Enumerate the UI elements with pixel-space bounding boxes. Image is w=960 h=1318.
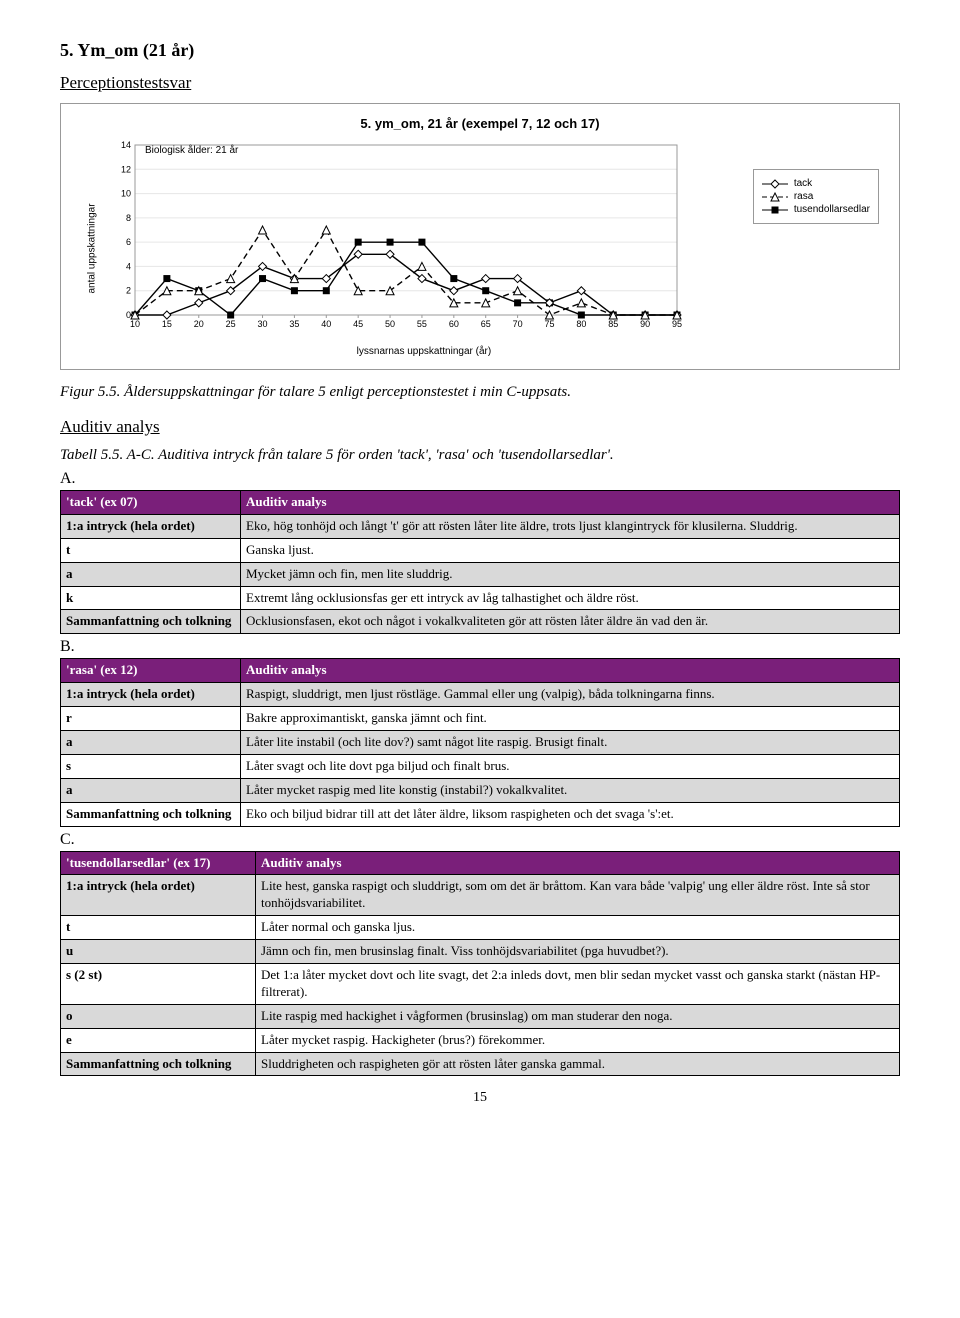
table-row-label: a [61,778,241,802]
table-header-cell: 'tack' (ex 07) [61,491,241,515]
svg-text:6: 6 [126,237,131,247]
table-header-cell: 'tusendollarsedlar' (ex 17) [61,851,256,875]
figure-caption: Figur 5.5. Åldersuppskattningar för tala… [60,384,900,401]
svg-text:15: 15 [162,319,172,329]
table-row-label: u [61,940,256,964]
chart-title: 5. ym_om, 21 år (exempel 7, 12 och 17) [81,116,879,131]
svg-text:65: 65 [481,319,491,329]
table-c: 'tusendollarsedlar' (ex 17)Auditiv analy… [60,851,900,1077]
legend-row-tack: tack [762,178,870,189]
table-row-label: 1:a intryck (hela ordet) [61,683,241,707]
legend-marker-tusen [762,205,788,215]
table-row-value: Eko, hög tonhöjd och långt 't' gör att r… [241,514,900,538]
legend-marker-rasa [762,192,788,202]
table-row-label: o [61,1004,256,1028]
table-row-label: Sammanfattning och tolkning [61,802,241,826]
svg-text:40: 40 [321,319,331,329]
table-row-value: Jämn och fin, men brusinslag finalt. Vis… [256,940,900,964]
table-row-label: t [61,916,256,940]
legend-label-rasa: rasa [794,191,813,202]
table-row-value: Låter lite instabil (och lite dov?) samt… [241,731,900,755]
svg-text:90: 90 [640,319,650,329]
table-row-label: r [61,707,241,731]
section-heading: 5. Ym_om (21 år) [60,40,900,61]
table-row-value: Låter mycket raspig. Hackigheter (brus?)… [256,1028,900,1052]
svg-text:25: 25 [226,319,236,329]
table-row-value: Extremt lång ocklusionsfas ger ett intry… [241,586,900,610]
table-caption: Tabell 5.5. A-C. Auditiva intryck från t… [60,447,900,464]
svg-text:8: 8 [126,213,131,223]
chart-ylabel-wrap: antal uppskattningar [81,139,103,357]
svg-text:10: 10 [130,319,140,329]
table-row-value: Sluddrigheten och raspigheten gör att rö… [256,1052,900,1076]
legend-row-rasa: rasa [762,191,870,202]
table-row-label: a [61,731,241,755]
table-row-value: Låter normal och ganska ljus. [256,916,900,940]
svg-text:14: 14 [121,140,131,150]
svg-text:70: 70 [513,319,523,329]
chart-bio-note: Biologisk ålder: 21 år [145,145,238,156]
table-row-label: 1:a intryck (hela ordet) [61,514,241,538]
svg-text:80: 80 [576,319,586,329]
table-row-value: Raspigt, sluddrigt, men ljust röstläge. … [241,683,900,707]
table-row-label: k [61,586,241,610]
table-row-value: Det 1:a låter mycket dovt och lite svagt… [256,964,900,1005]
chart-ylabel: antal uppskattningar [87,203,98,293]
auditiv-heading: Auditiv analys [60,417,900,437]
svg-text:85: 85 [608,319,618,329]
svg-text:2: 2 [126,286,131,296]
svg-text:95: 95 [672,319,682,329]
table-row-label: s [61,754,241,778]
chart-xlabel: lyssnarnas uppskattningar (år) [103,346,745,357]
table-b: 'rasa' (ex 12)Auditiv analys1:a intryck … [60,658,900,826]
table-header-cell: Auditiv analys [241,659,900,683]
svg-text:4: 4 [126,261,131,271]
chart-frame: 5. ym_om, 21 år (exempel 7, 12 och 17) a… [60,103,900,370]
table-row-value: Eko och biljud bidrar till att det låter… [241,802,900,826]
legend-label-tusen: tusendollarsedlar [794,204,870,215]
table-row-label: s (2 st) [61,964,256,1005]
table-row-value: Lite hest, ganska raspigt och sluddrigt,… [256,875,900,916]
table-row-value: Låter svagt och lite dovt pga biljud och… [241,754,900,778]
table-a-letter: A. [60,470,900,488]
svg-text:55: 55 [417,319,427,329]
svg-text:30: 30 [258,319,268,329]
svg-text:10: 10 [121,189,131,199]
table-row-label: t [61,538,241,562]
legend-marker-tack [762,179,788,189]
svg-text:20: 20 [194,319,204,329]
svg-text:12: 12 [121,164,131,174]
table-row-label: Sammanfattning och tolkning [61,1052,256,1076]
legend-row-tusen: tusendollarsedlar [762,204,870,215]
table-header-cell: Auditiv analys [256,851,900,875]
table-row-label: 1:a intryck (hela ordet) [61,875,256,916]
table-row-value: Mycket jämn och fin, men lite sluddrig. [241,562,900,586]
svg-text:45: 45 [353,319,363,329]
table-header-cell: Auditiv analys [241,491,900,515]
svg-text:60: 60 [449,319,459,329]
chart-svg: 0246810121410152025303540455055606570758… [103,139,683,339]
table-row-value: Ganska ljust. [241,538,900,562]
table-row-label: Sammanfattning och tolkning [61,610,241,634]
table-c-letter: C. [60,831,900,849]
table-row-value: Lite raspig med hackighet i vågformen (b… [256,1004,900,1028]
subsection-percept: Perceptionstestsvar [60,73,900,93]
table-header-cell: 'rasa' (ex 12) [61,659,241,683]
chart-legend: tack rasa tusendollarsedlar [753,169,879,224]
table-row-label: e [61,1028,256,1052]
svg-text:50: 50 [385,319,395,329]
chart-plot: Biologisk ålder: 21 år 02468101214101520… [103,139,745,357]
table-row-value: Ocklusionsfasen, ekot och något i vokalk… [241,610,900,634]
table-row-value: Bakre approximantiskt, ganska jämnt och … [241,707,900,731]
table-a: 'tack' (ex 07)Auditiv analys1:a intryck … [60,490,900,634]
table-b-letter: B. [60,638,900,656]
legend-label-tack: tack [794,178,812,189]
page-number: 15 [60,1090,900,1106]
svg-text:35: 35 [289,319,299,329]
table-row-label: a [61,562,241,586]
table-row-value: Låter mycket raspig med lite konstig (in… [241,778,900,802]
svg-text:75: 75 [544,319,554,329]
